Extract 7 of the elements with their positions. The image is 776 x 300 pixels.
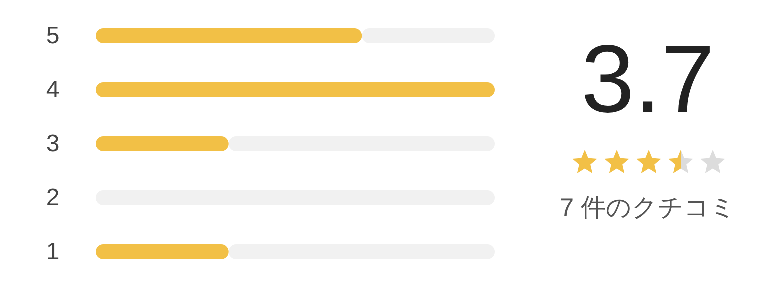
text: 3.7 — [581, 26, 715, 133]
y-tick-label: 1 — [46, 238, 60, 266]
y-tick-label: 4 — [46, 76, 60, 104]
y-tick-label: 5 — [46, 22, 60, 50]
y-tick-label: 2 — [46, 184, 60, 212]
text: 7 件のクチコミ — [560, 194, 736, 222]
y-tick-label: 3 — [46, 130, 60, 158]
